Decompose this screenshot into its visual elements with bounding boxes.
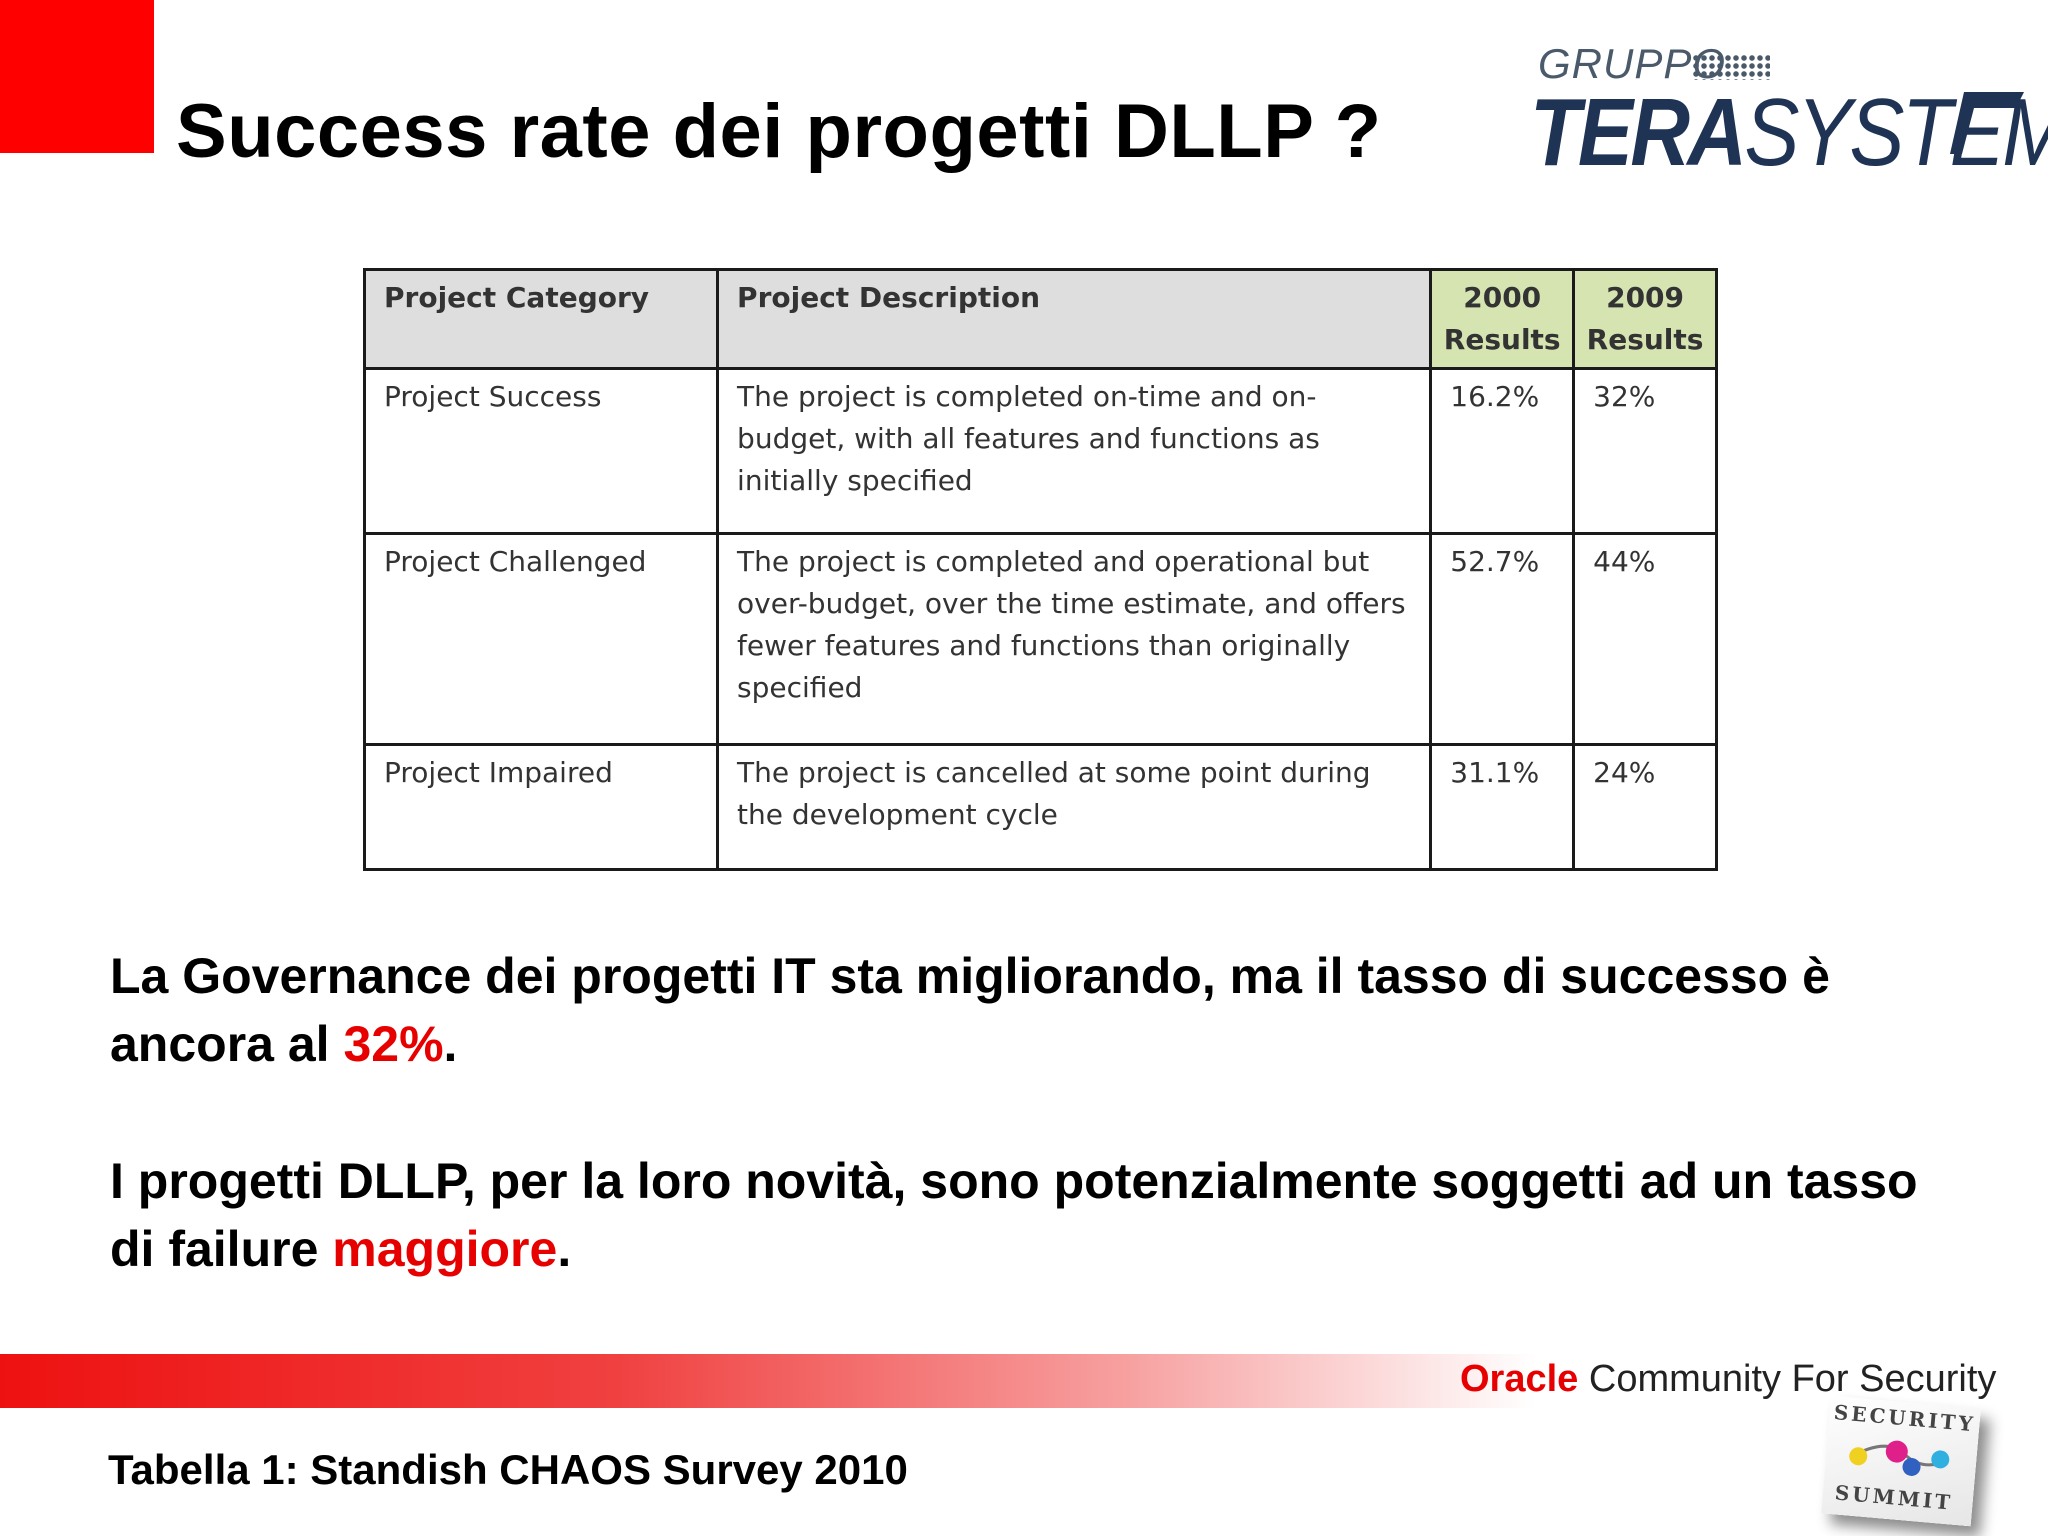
header-project-category: Project Category — [362, 268, 720, 370]
logo-terasystem-text: TERASYSTEM — [1530, 78, 2048, 188]
oracle-word: Oracle — [1460, 1358, 1579, 1400]
paragraph2-text: I progetti DLLP, per la loro novità, son… — [110, 1153, 1918, 1277]
paragraph1-end: . — [443, 1016, 458, 1072]
header-2009-results: 2009 Results — [1572, 268, 1718, 370]
cell-description: The project is completed and operational… — [716, 532, 1433, 746]
dllp-failure-paragraph: I progetti DLLP, per la loro novità, son… — [110, 1147, 1970, 1283]
logo-dots-icon — [1692, 54, 1770, 80]
logo-tera: TERA — [1530, 79, 1747, 186]
oracle-community-label: Oracle Community For Security — [1460, 1358, 1996, 1401]
table-row: Project Success The project is completed… — [362, 367, 1718, 535]
community-words: Community For Security — [1578, 1358, 1997, 1400]
red-corner-block — [0, 0, 154, 153]
cell-2009: 32% — [1572, 367, 1718, 535]
cell-2000: 52.7% — [1429, 532, 1576, 746]
paragraph1-text: La Governance dei progetti IT sta miglio… — [110, 948, 1830, 1072]
header-2000-results: 2000 Results — [1429, 268, 1576, 370]
cell-category: Project Success — [362, 367, 720, 535]
slide-title: Success rate dei progetti DLLP ? — [176, 89, 1382, 174]
table-row: Project Challenged The project is comple… — [362, 532, 1718, 746]
cell-2009: 44% — [1572, 532, 1718, 746]
cell-description: The project is cancelled at some point d… — [716, 743, 1433, 871]
table-row: Project Impaired The project is cancelle… — [362, 743, 1718, 871]
cell-2000: 31.1% — [1429, 743, 1576, 871]
footer-gradient-bar — [0, 1354, 2048, 1408]
terasystem-logo: GRUPPO TERASYSTEM — [1530, 40, 2048, 186]
terasystem-mark-icon — [1950, 92, 2024, 154]
cell-description: The project is completed on-time and on-… — [716, 367, 1433, 535]
security-summit-logo-icon: SECURITY SUMMIT — [1821, 1395, 1981, 1527]
cell-2000: 16.2% — [1429, 367, 1576, 535]
cell-2009: 24% — [1572, 743, 1718, 871]
paragraph2-end: . — [557, 1221, 572, 1277]
header-project-description: Project Description — [716, 268, 1433, 370]
cell-category: Project Challenged — [362, 532, 720, 746]
table-header-row: Project Category Project Description 200… — [362, 268, 1718, 370]
cell-category: Project Impaired — [362, 743, 720, 871]
chaos-results-table: Project Category Project Description 200… — [362, 268, 1718, 871]
governance-paragraph: La Governance dei progetti IT sta miglio… — [110, 942, 1970, 1078]
paragraph1-highlight: 32% — [343, 1016, 444, 1072]
summit-dots-icon — [1849, 1440, 1950, 1476]
paragraph2-highlight: maggiore — [332, 1221, 558, 1277]
table-caption: Tabella 1: Standish CHAOS Survey 2010 — [108, 1446, 908, 1493]
